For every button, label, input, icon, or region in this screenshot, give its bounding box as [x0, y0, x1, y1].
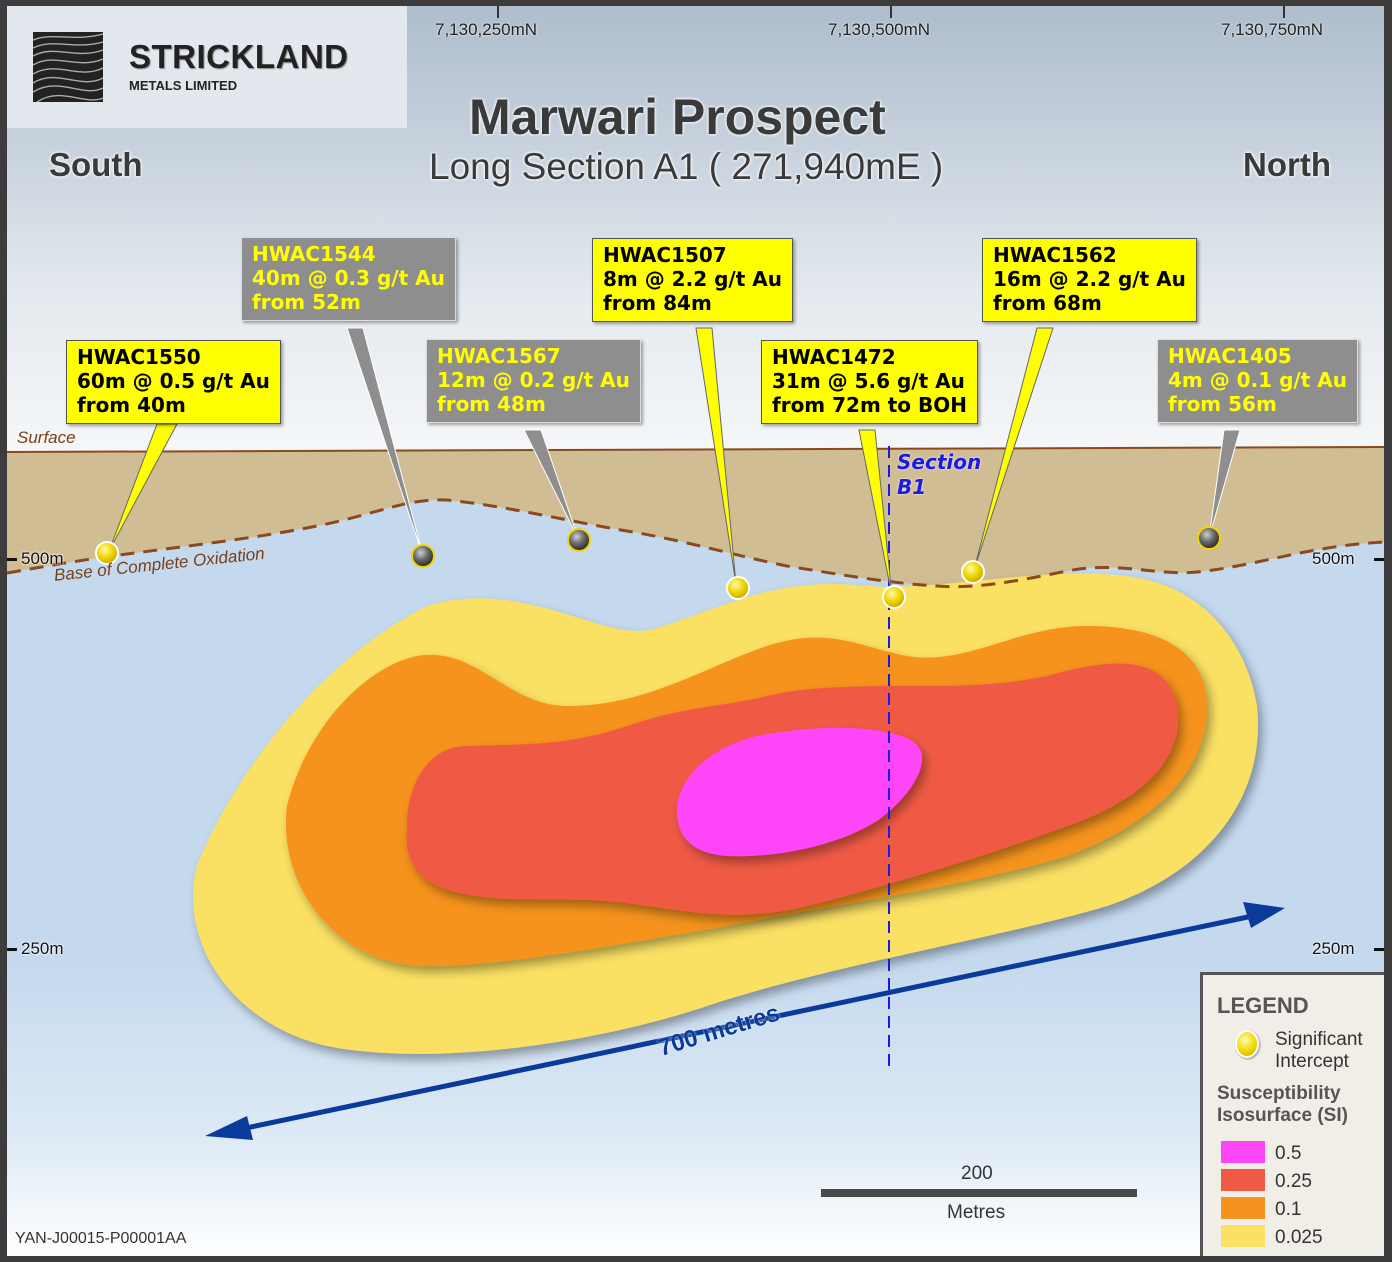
legend-value: 0.25 — [1275, 1171, 1312, 1192]
direction-north: North — [1243, 146, 1331, 183]
pointer-hwac1507 — [695, 327, 737, 585]
pointer-hwac1544 — [346, 327, 424, 557]
callout-hwac1544: HWAC1544 40m @ 0.3 g/t Au from 52m — [241, 237, 456, 321]
surface-label: Surface — [17, 428, 76, 447]
scale-bar — [821, 1189, 1137, 1197]
marker-hwac1562 — [961, 560, 985, 584]
hole-id: HWAC1544 — [252, 242, 376, 266]
hole-interval: 8m @ 2.2 g/t Au — [603, 267, 782, 291]
legend-iso-line2: Isosurface (SI) — [1217, 1105, 1348, 1126]
pointer-hwac1567 — [523, 429, 579, 539]
elevation-label-left: 250m — [21, 939, 64, 958]
legend-dot-line2: Intercept — [1275, 1051, 1349, 1072]
hole-interval: 60m @ 0.5 g/t Au — [77, 369, 270, 393]
section-b1-label: Section B1 — [897, 450, 981, 500]
callout-hwac1507: HWAC1507 8m @ 2.2 g/t Au from 84m — [592, 238, 793, 322]
isosurface-05 — [676, 727, 923, 857]
hole-id: HWAC1550 — [77, 345, 201, 369]
callout-hwac1550: HWAC1550 60m @ 0.5 g/t Au from 40m — [66, 340, 281, 424]
elevation-label-right: 250m — [1312, 939, 1355, 958]
length-arrow-head-right — [1243, 902, 1285, 928]
hole-from: from 56m — [1168, 392, 1277, 416]
legend-value: 0.025 — [1275, 1227, 1323, 1248]
pointer-hwac1550 — [108, 423, 178, 552]
oxidised-zone — [7, 447, 1384, 587]
section-label-line1: Section — [897, 450, 982, 474]
hole-from: from 40m — [77, 393, 186, 417]
elevation-tick — [1374, 948, 1384, 951]
legend-value: 0.1 — [1275, 1199, 1302, 1220]
legend-swatch-05 — [1221, 1141, 1265, 1163]
marker-hwac1544 — [411, 544, 435, 568]
legend-swatch-01 — [1221, 1197, 1265, 1219]
page-subtitle: Long Section A1 ( 271,940mE ) — [429, 146, 944, 187]
company-name: STRICKLAND — [129, 38, 349, 75]
hole-interval: 40m @ 0.3 g/t Au — [252, 266, 445, 290]
elevation-label-left: 500m — [21, 549, 64, 568]
elevation-tick — [1374, 558, 1384, 561]
marker-hwac1567 — [567, 528, 591, 552]
scale-value: 200 — [961, 1163, 993, 1184]
hole-from: from 68m — [993, 291, 1102, 315]
callout-hwac1472: HWAC1472 31m @ 5.6 g/t Au from 72m to BO… — [761, 340, 978, 424]
northing-tick — [890, 6, 892, 18]
boco-line — [7, 498, 1384, 589]
marker-hwac1507 — [726, 576, 750, 600]
hole-interval: 31m @ 5.6 g/t Au — [772, 369, 965, 393]
long-section-diagram: STRICKLAND METALS LIMITED 7,130,250mN 7,… — [7, 6, 1384, 1256]
hole-interval: 16m @ 2.2 g/t Au — [993, 267, 1186, 291]
page-title: Marwari Prospect — [469, 89, 886, 145]
legend: LEGEND Significant Intercept Susceptibil… — [1200, 972, 1384, 1256]
company-subtitle: METALS LIMITED — [129, 78, 238, 93]
section-label-line2: B1 — [897, 475, 927, 499]
legend-swatch-025 — [1221, 1169, 1265, 1191]
strickland-logo-icon — [33, 32, 103, 102]
northing-tick — [497, 6, 499, 18]
elevation-label-right: 500m — [1312, 549, 1355, 568]
elevation-tick — [7, 948, 17, 951]
callout-hwac1567: HWAC1567 12m @ 0.2 g/t Au from 48m — [426, 339, 641, 423]
legend-dot-line1: Significant — [1275, 1029, 1363, 1050]
callout-hwac1562: HWAC1562 16m @ 2.2 g/t Au from 68m — [982, 238, 1197, 322]
pointer-hwac1405 — [1208, 429, 1241, 539]
hole-id: HWAC1472 — [772, 345, 896, 369]
hole-from: from 72m to BOH — [772, 393, 967, 417]
elevation-tick — [7, 558, 17, 561]
hole-from: from 84m — [603, 291, 712, 315]
hole-interval: 12m @ 0.2 g/t Au — [437, 368, 630, 392]
document-id: YAN-J00015-P00001AA — [15, 1230, 187, 1247]
marker-hwac1405 — [1197, 526, 1221, 550]
northing-label: 7,130,500mN — [828, 20, 931, 39]
hole-from: from 52m — [252, 290, 361, 314]
hole-interval: 4m @ 0.1 g/t Au — [1168, 368, 1347, 392]
hole-from: from 48m — [437, 392, 546, 416]
callout-hwac1405: HWAC1405 4m @ 0.1 g/t Au from 56m — [1157, 339, 1358, 423]
direction-south: South — [49, 146, 143, 183]
company-logo: STRICKLAND METALS LIMITED — [7, 6, 407, 128]
northing-tick — [1283, 6, 1285, 18]
legend-iso-line1: Susceptibility — [1217, 1083, 1341, 1104]
marker-hwac1472 — [882, 585, 906, 609]
legend-dot-label: Significant Intercept — [1275, 1029, 1363, 1073]
hole-id: HWAC1405 — [1168, 344, 1292, 368]
legend-value: 0.5 — [1275, 1143, 1302, 1164]
pointer-hwac1562 — [973, 327, 1054, 571]
significant-intercept-icon — [1235, 1030, 1259, 1058]
hole-id: HWAC1567 — [437, 344, 561, 368]
marker-hwac1550 — [95, 541, 119, 565]
legend-swatch-0025 — [1221, 1225, 1265, 1247]
hole-id: HWAC1507 — [603, 243, 727, 267]
scale-unit: Metres — [947, 1202, 1006, 1223]
legend-title: LEGEND — [1217, 993, 1309, 1018]
legend-iso-title: Susceptibility Isosurface (SI) — [1217, 1083, 1348, 1127]
northing-label: 7,130,250mN — [435, 20, 538, 39]
hole-id: HWAC1562 — [993, 243, 1117, 267]
surface-line — [7, 446, 1384, 453]
length-arrow-head-left — [205, 1116, 253, 1140]
pointer-hwac1472 — [858, 429, 893, 597]
length-arrow-shaft — [231, 911, 1263, 1134]
northing-label: 7,130,750mN — [1221, 20, 1324, 39]
section-graphics — [7, 327, 1384, 1140]
